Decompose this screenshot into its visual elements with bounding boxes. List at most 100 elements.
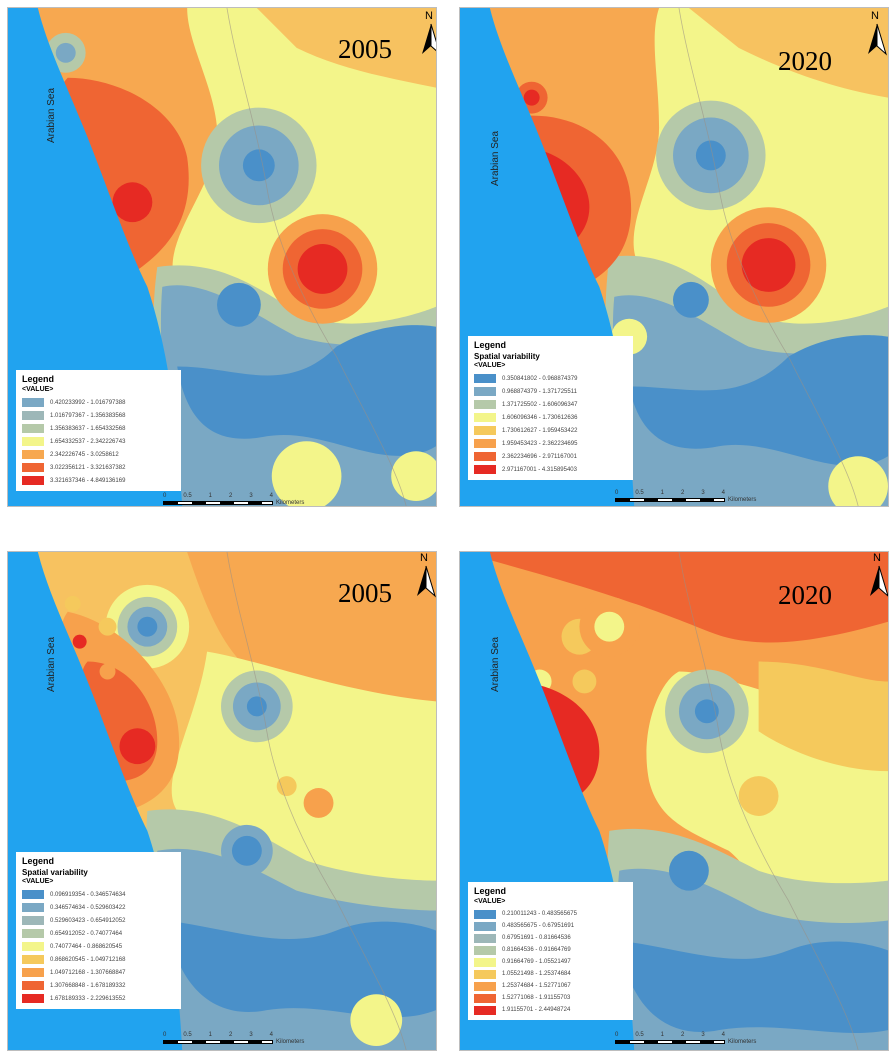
legend-range-label: 1.606096346 - 1.730612636: [502, 414, 578, 421]
legend-swatch: [474, 400, 496, 409]
scale-tick: 1: [208, 1032, 212, 1038]
sea-label: Arabian Sea: [46, 636, 57, 692]
legend-title: Legend: [22, 856, 55, 866]
legend-row: 0.483565675 - 0.67951691: [474, 920, 627, 932]
legend-subtitle: Spatial variability: [474, 352, 540, 361]
legend-swatch: [22, 398, 44, 407]
legend-swatch: [474, 993, 496, 1003]
scale-tick: 4: [721, 1032, 725, 1038]
legend-field: <VALUE>: [474, 362, 506, 369]
legend-range-label: 0.210011243 - 0.483565675: [502, 911, 577, 917]
year-label: 2005: [338, 578, 392, 608]
scale-bar-graphic: [163, 501, 273, 505]
legend-row: 3.022356121 - 3.321637382: [22, 461, 175, 474]
legend-range-label: 0.483565675 - 0.67951691: [502, 923, 575, 929]
legend-swatch: [22, 437, 44, 446]
legend-row: 0.096919354 - 0.346574634: [22, 888, 175, 901]
map-panel-top-left: 2005 N Arabian Sea Legend <VALUE> 0.420233992…: [7, 7, 437, 507]
legend-row: 0.91664769 - 1.05521497: [474, 956, 627, 968]
legend-swatch: [474, 921, 496, 931]
legend-swatch: [474, 969, 496, 979]
scale-tick: 4: [721, 490, 725, 496]
legend-swatch: [474, 945, 496, 955]
map-legend: Legend Spatial variability <VALUE> 0.350841…: [468, 336, 633, 480]
legend-range-label: 0.350841802 - 0.968874379: [502, 375, 578, 382]
scale-bar: 0 0.5 1 2 3 4 Kilometers: [615, 490, 775, 506]
legend-range-label: 0.346574634 - 0.529603422: [50, 904, 126, 911]
scale-tick: 0: [615, 1032, 619, 1038]
legend-swatch: [474, 933, 496, 943]
scale-tick: 3: [701, 1032, 705, 1038]
legend-swatch: [22, 981, 44, 990]
legend-swatch: [474, 465, 496, 474]
legend-row: 0.529603423 - 0.654912052: [22, 914, 175, 927]
scale-unit: Kilometers: [276, 1039, 305, 1045]
legend-range-label: 1.049712168 - 1.307668847: [50, 969, 126, 976]
scale-bar: 0 0.5 1 2 3 4 Kilometers: [163, 1032, 323, 1050]
legend-range-label: 0.968874379 - 1.371725511: [502, 388, 577, 395]
scale-tick: 4: [269, 493, 273, 499]
legend-range-label: 0.096919354 - 0.346574634: [50, 891, 126, 898]
legend-swatch: [474, 439, 496, 448]
scale-tick: 2: [680, 490, 685, 496]
legend-row: 0.868620545 - 1.049712168: [22, 953, 175, 966]
north-letter: N: [420, 552, 428, 564]
scale-tick-labels: 0 0.5 1 2 3 4: [615, 1032, 725, 1038]
legend-swatch: [474, 1005, 496, 1015]
scale-tick: 0.5: [635, 490, 644, 496]
north-arrow-icon: N: [864, 10, 888, 56]
legend-row: 0.654912052 - 0.74077464: [22, 927, 175, 940]
legend-swatch: [474, 426, 496, 435]
legend-row: 1.049712168 - 1.307668847: [22, 966, 175, 979]
legend-range-label: 1.356383637 - 1.654332568: [50, 425, 126, 432]
north-letter: N: [425, 10, 433, 22]
legend-range-label: 0.67951691 - 0.81664536: [502, 935, 571, 941]
legend-range-label: 0.74077464 - 0.868620545: [50, 943, 123, 950]
scale-tick: 1: [660, 490, 664, 496]
legend-swatch: [22, 424, 44, 433]
legend-row: 1.678189333 - 2.229613552: [22, 992, 175, 1005]
legend-row: 1.52771068 - 1.91155703: [474, 992, 627, 1004]
legend-field: <VALUE>: [22, 386, 54, 393]
legend-row: 0.74077464 - 0.868620545: [22, 940, 175, 953]
legend-row: 1.654332537 - 2.342226743: [22, 435, 175, 448]
legend-swatch: [22, 968, 44, 977]
legend-row: 0.67951691 - 0.81664536: [474, 932, 627, 944]
legend-row: 1.730612627 - 1.959453422: [474, 424, 627, 437]
legend-swatch: [474, 909, 496, 919]
scale-unit: Kilometers: [728, 497, 757, 503]
legend-swatch: [474, 957, 496, 967]
scale-bar: 0 0.5 1 2 3 4 Kilometers: [615, 1032, 775, 1050]
legend-row: 0.81664536 - 0.91664769: [474, 944, 627, 956]
legend-row: 1.016797367 - 1.356383568: [22, 409, 175, 422]
legend-swatch: [474, 981, 496, 991]
legend-range-label: 0.654912052 - 0.74077464: [50, 930, 123, 937]
scale-tick: 4: [269, 1032, 273, 1038]
legend-range-label: 0.529603423 - 0.654912052: [50, 917, 126, 924]
legend-swatch: [22, 890, 44, 899]
scale-tick-labels: 0 0.5 1 2 3 4: [615, 490, 725, 496]
legend-swatch: [22, 916, 44, 925]
legend-row: 1.05521498 - 1.25374684: [474, 968, 627, 980]
north-letter: N: [871, 10, 879, 22]
legend-range-label: 1.730612627 - 1.959453422: [502, 427, 578, 434]
legend-range-label: 0.91664769 - 1.05521497: [502, 959, 571, 965]
legend-range-label: 1.05521498 - 1.25374684: [502, 971, 571, 977]
legend-row: 0.420233992 - 1.016797388: [22, 396, 175, 409]
year-label: 2005: [338, 34, 392, 64]
map-legend: Legend <VALUE> 0.210011243 - 0.483565675 0.…: [468, 882, 633, 1020]
scale-tick: 0: [163, 493, 167, 499]
legend-range-label: 1.25374684 - 1.52771067: [502, 983, 571, 989]
legend-swatch: [22, 955, 44, 964]
legend-row: 1.356383637 - 1.654332568: [22, 422, 175, 435]
legend-range-label: 2.971167001 - 4.315895403: [502, 466, 577, 473]
scale-tick: 0.5: [635, 1032, 644, 1038]
legend-range-label: 0.81664536 - 0.91664769: [502, 947, 571, 953]
scale-tick: 0: [163, 1032, 167, 1038]
sea-label: Arabian Sea: [490, 130, 501, 186]
legend-field: <VALUE>: [22, 878, 54, 885]
legend-row: 1.606096346 - 1.730612636: [474, 411, 627, 424]
legend-title: Legend: [22, 374, 55, 384]
legend-swatch: [22, 903, 44, 912]
